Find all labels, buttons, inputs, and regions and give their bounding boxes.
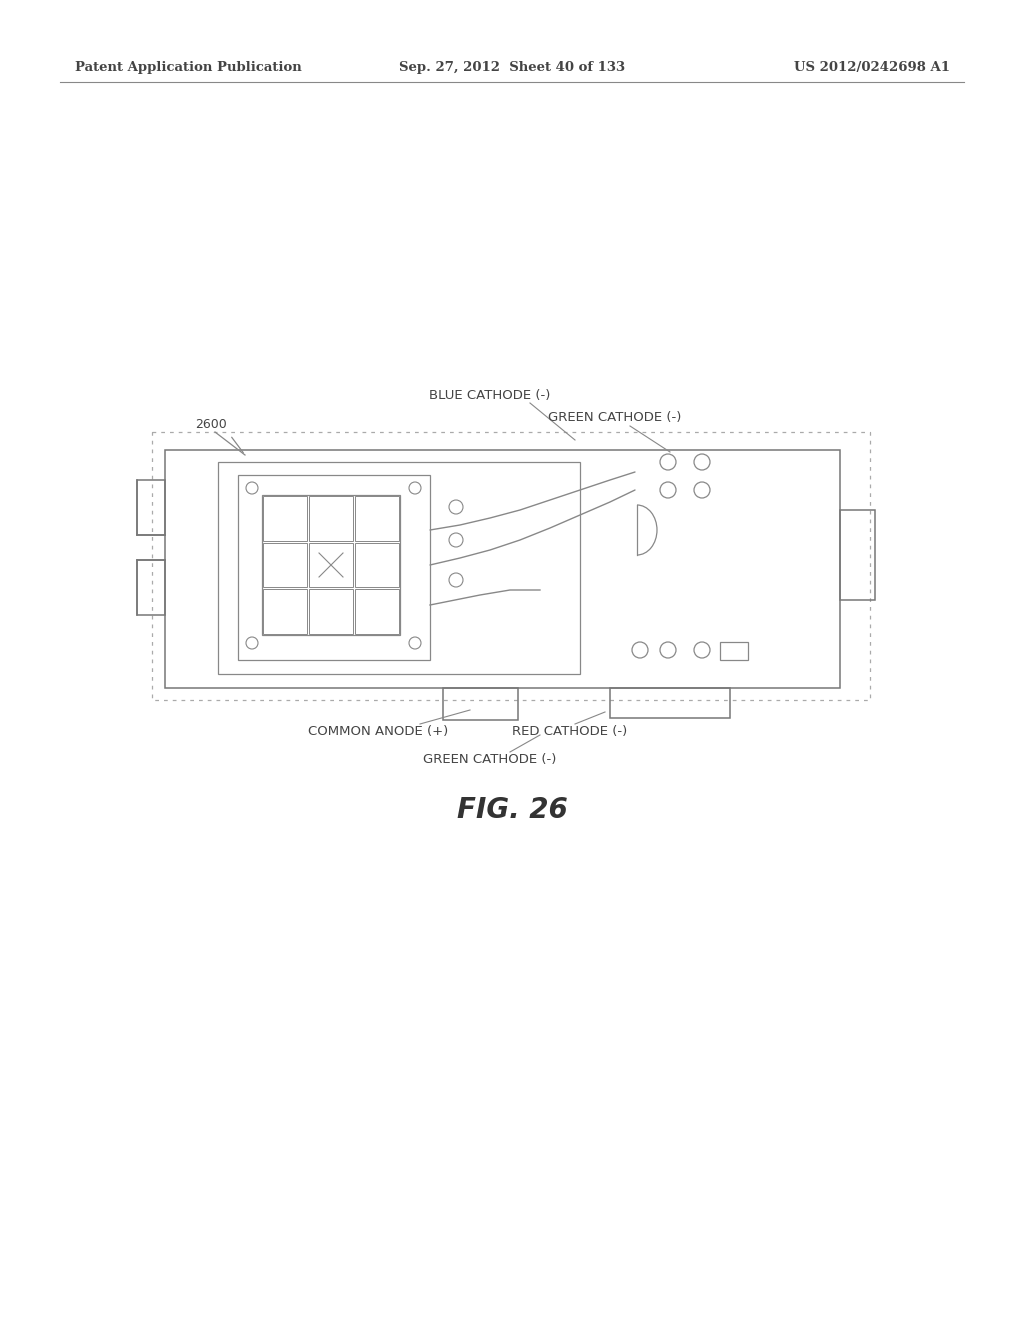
Bar	[137, 560, 165, 615]
Bar	[238, 475, 430, 660]
Text: 2600: 2600	[195, 418, 226, 432]
Bar	[263, 543, 307, 587]
Text: US 2012/0242698 A1: US 2012/0242698 A1	[794, 62, 950, 74]
Bar	[262, 495, 400, 635]
Bar	[309, 589, 353, 634]
Text: BLUE CATHODE (-): BLUE CATHODE (-)	[429, 388, 551, 401]
Bar	[309, 496, 353, 541]
Text: Patent Application Publication: Patent Application Publication	[75, 62, 302, 74]
Bar	[263, 496, 307, 541]
Bar	[355, 543, 399, 587]
Bar	[610, 688, 730, 718]
Text: Sep. 27, 2012  Sheet 40 of 133: Sep. 27, 2012 Sheet 40 of 133	[399, 62, 625, 74]
Text: GREEN CATHODE (-): GREEN CATHODE (-)	[423, 754, 557, 767]
Text: RED CATHODE (-): RED CATHODE (-)	[512, 726, 628, 738]
Bar	[355, 496, 399, 541]
Bar	[218, 462, 580, 675]
Bar	[720, 642, 748, 660]
Text: COMMON ANODE (+): COMMON ANODE (+)	[308, 726, 449, 738]
Bar	[263, 589, 307, 634]
Text: GREEN CATHODE (-): GREEN CATHODE (-)	[548, 412, 682, 425]
Bar	[137, 480, 165, 535]
Bar	[355, 589, 399, 634]
Bar	[840, 510, 874, 601]
Bar	[443, 688, 518, 719]
Text: FIG. 26: FIG. 26	[457, 796, 567, 824]
Bar	[309, 543, 353, 587]
Bar	[152, 432, 870, 700]
Bar	[165, 450, 840, 688]
